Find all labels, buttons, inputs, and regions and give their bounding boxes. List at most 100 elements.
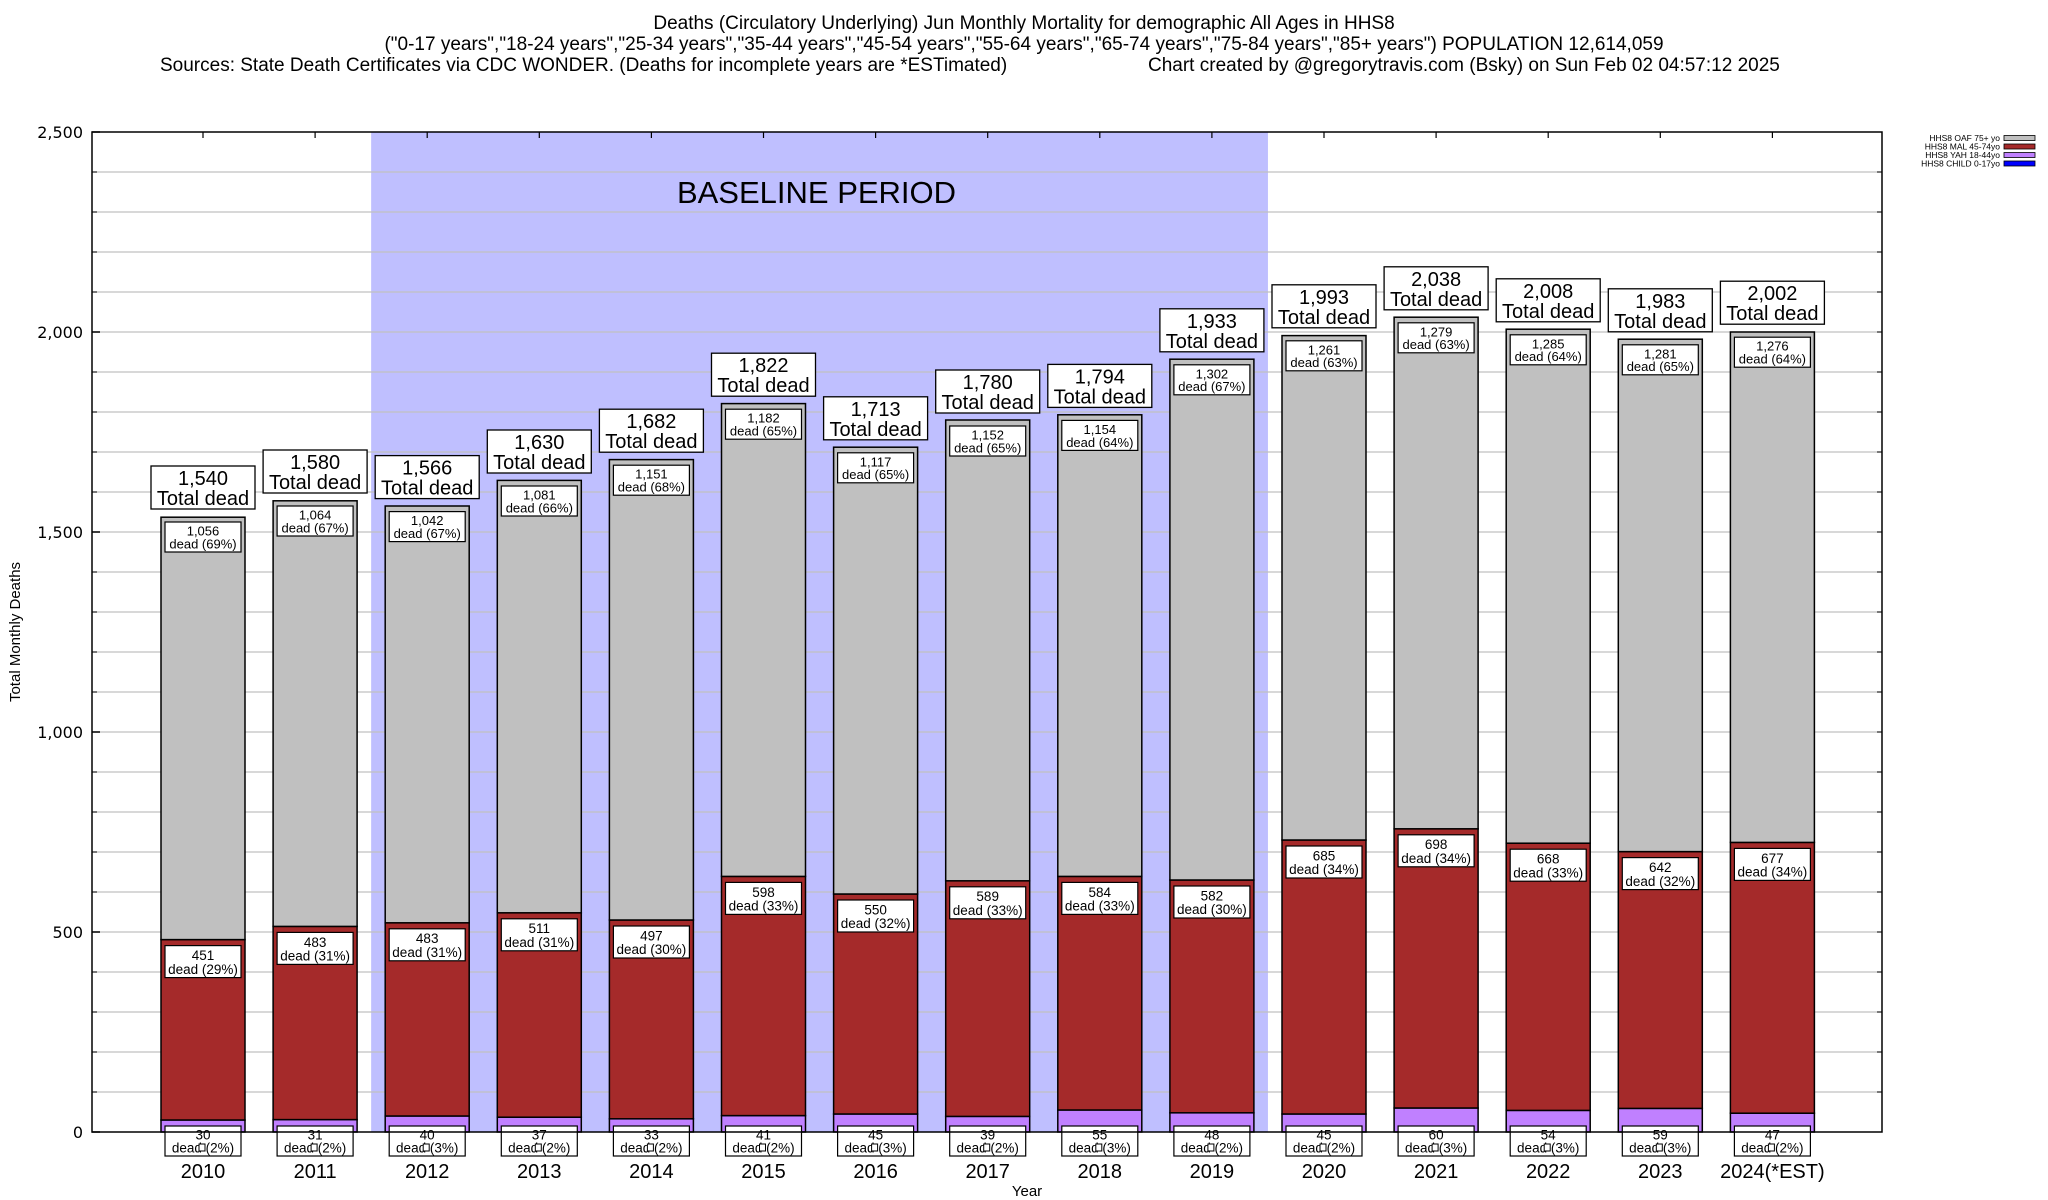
bar-segment-hhs8-mal-45-74yo <box>1729 841 1816 1114</box>
child-label-marker <box>198 1143 206 1152</box>
total-label-value: 1,566 <box>402 458 452 480</box>
total-label-suffix: Total dead <box>1614 311 1706 333</box>
plot-frame <box>91 131 1883 1133</box>
total-label-value: 1,993 <box>1299 287 1349 309</box>
mal-label-value: 584 <box>1089 885 1112 900</box>
bar-segment-hhs8-oaf-75-yo <box>1281 334 1367 841</box>
total-label-value: 1,780 <box>963 372 1013 394</box>
mal-label-box <box>1061 881 1139 916</box>
total-label-suffix: Total dead <box>269 472 361 494</box>
total-label-box <box>598 408 705 453</box>
x-tick-label: 2021 <box>1414 1161 1459 1183</box>
oaf-label-value: 1,285 <box>1532 336 1565 351</box>
bar-segment-hhs8-oaf-75-yo <box>272 500 358 928</box>
x-tick-label: 2019 <box>1190 1161 1235 1183</box>
oaf-label-value: 1,151 <box>635 467 668 482</box>
bar-segment-hhs8-mal-45-74yo <box>1393 828 1479 1109</box>
total-label-box <box>1047 363 1153 409</box>
child-label-marker <box>1767 1143 1775 1152</box>
oaf-label-pct: dead (64%) <box>1739 352 1806 367</box>
mal-label-value: 483 <box>304 935 327 950</box>
mal-label-box <box>276 931 354 966</box>
oaf-label-box <box>1173 364 1251 396</box>
mal-label-value: 642 <box>1649 860 1672 875</box>
mal-label-value: 598 <box>752 885 775 900</box>
total-label-box <box>150 465 256 510</box>
mal-label-box <box>1173 885 1251 919</box>
bar-segment-hhs8-oaf-75-yo <box>944 419 1031 882</box>
legend-swatch <box>2003 160 2036 167</box>
mal-label-value: 511 <box>529 921 551 936</box>
oaf-label-box <box>612 464 691 496</box>
bar-segment-hhs8-oaf-75-yo <box>1169 358 1255 881</box>
mal-label-pct: dead (34%) <box>1401 851 1471 866</box>
oaf-label-box <box>1285 340 1363 372</box>
mal-label-value: 677 <box>1761 851 1784 866</box>
oaf-label-box <box>164 521 242 553</box>
oaf-label-pct: dead (65%) <box>842 467 909 482</box>
y-tick-label: 2,000 <box>37 323 83 342</box>
mal-label-pct: dead (34%) <box>1289 862 1359 877</box>
mal-label-pct: dead (33%) <box>1065 899 1135 914</box>
total-label-suffix: Total dead <box>1166 331 1258 353</box>
mal-label-box <box>1509 848 1587 882</box>
x-tick-label: 2020 <box>1302 1161 1347 1183</box>
oaf-label-value: 1,261 <box>1308 342 1341 357</box>
oaf-label-pct: dead (68%) <box>618 480 685 495</box>
mal-label-value: 685 <box>1313 848 1336 863</box>
total-label-suffix: Total dead <box>942 392 1034 414</box>
mal-label-value: 589 <box>976 889 999 904</box>
legend-label: HHS8 YAH 18-44yo <box>1925 150 2000 160</box>
bar-segment-hhs8-mal-45-74yo <box>1281 839 1367 1115</box>
legend-swatch <box>2003 143 2036 150</box>
total-label-suffix: Total dead <box>1390 289 1482 311</box>
chart-sources: Sources: State Death Certificates via CD… <box>160 55 1008 76</box>
legend-label: HHS8 CHILD 0-17yo <box>1921 159 2000 169</box>
x-tick-label: 2010 <box>181 1161 226 1183</box>
total-label-box <box>1159 308 1265 353</box>
oaf-label-value: 1,154 <box>1084 422 1117 437</box>
oaf-label-box <box>724 408 803 440</box>
bar-segment-hhs8-mal-45-74yo <box>1057 875 1143 1111</box>
total-label-box <box>710 352 817 397</box>
oaf-label-box <box>1061 419 1139 451</box>
mal-label-box <box>949 886 1027 920</box>
oaf-label-box <box>388 511 466 543</box>
total-label-suffix: Total dead <box>829 419 921 441</box>
total-label-suffix: Total dead <box>381 478 473 500</box>
total-label-value: 1,794 <box>1075 366 1125 388</box>
x-axis-label: Year <box>1012 1183 1042 1200</box>
total-label-box <box>262 449 368 494</box>
mal-label-pct: dead (33%) <box>1513 865 1583 880</box>
baseline-period-label: BASELINE PERIOD <box>677 175 956 210</box>
x-tick-label: 2023 <box>1638 1161 1683 1183</box>
bar-segment-hhs8-oaf-75-yo <box>384 505 470 924</box>
x-tick-label: 2013 <box>517 1161 562 1183</box>
oaf-label-value: 1,302 <box>1196 366 1229 381</box>
y-axis-label: Total Monthly Deaths <box>7 562 24 702</box>
mal-label-pct: dead (32%) <box>1625 874 1695 889</box>
child-label-marker <box>871 1143 879 1152</box>
total-label-box <box>1495 278 1601 323</box>
bar-segment-hhs8-oaf-75-yo <box>1617 338 1704 853</box>
oaf-label-box <box>1509 334 1587 366</box>
chart-credit: Chart created by @gregorytravis.com (Bsk… <box>1148 55 1780 76</box>
mal-label-box <box>388 928 466 962</box>
yah-label-box <box>388 1125 466 1157</box>
child-label-marker <box>1655 1143 1663 1152</box>
oaf-label-value: 1,276 <box>1756 339 1789 354</box>
x-tick-label: 2018 <box>1078 1161 1123 1183</box>
mal-label-pct: dead (32%) <box>841 916 911 931</box>
chart-subtitle: ("0-17 years","18-24 years","25-34 years… <box>384 34 1664 55</box>
oaf-label-value: 1,182 <box>747 411 780 426</box>
legend-swatch <box>2003 152 2036 158</box>
mal-label-box <box>836 899 915 933</box>
x-tick-label: 2014 <box>629 1161 674 1183</box>
oaf-label-pct: dead (64%) <box>1066 435 1133 450</box>
mal-label-box <box>724 881 803 916</box>
mal-label-pct: dead (33%) <box>953 903 1023 918</box>
bar-segment-hhs8-oaf-75-yo <box>1729 331 1816 844</box>
child-label-marker <box>983 1143 991 1152</box>
oaf-label-box <box>836 452 915 484</box>
